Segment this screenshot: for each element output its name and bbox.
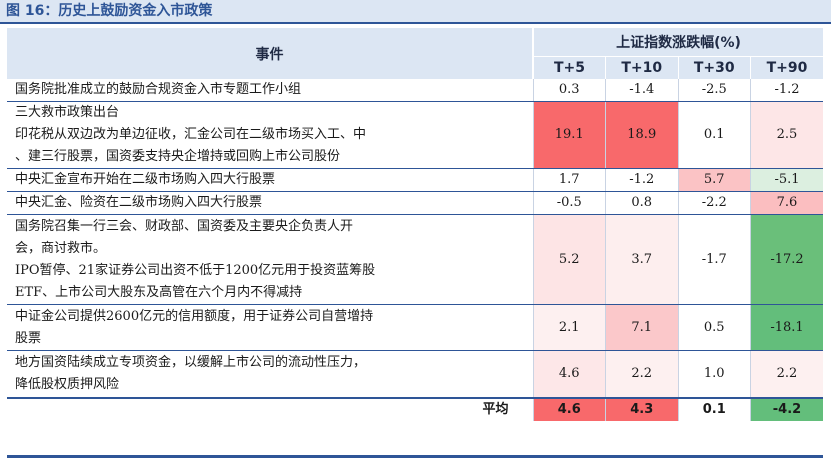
event-line: IPO暂停、21家证券公司出资不低于1200亿元用于投资蓝筹股	[15, 262, 376, 278]
value-cell: 1.7	[532, 168, 606, 192]
event-line: 地方国资陆续成立专项资金，以缓解上市公司的流动性压力，	[15, 354, 367, 370]
average-row: 平均 4.6 4.3 0.1 -4.2	[7, 396, 824, 421]
event-line: 会，商讨救市。	[15, 240, 107, 256]
value-cell: -1.2	[750, 79, 824, 102]
value-cell: 5.2	[532, 214, 606, 305]
value-cell: 0.8	[605, 191, 678, 215]
value-cell: 0.1	[677, 101, 751, 169]
table-row: 三大救市政策出台印花税从双边改为单边征收，汇金公司在二级市场买入工、中 、建三行股…	[7, 101, 824, 169]
value-cell: 5.7	[677, 168, 751, 192]
value-cell: 2.1	[532, 304, 606, 351]
event-cell: 中央汇金宣布开始在二级市场购入四大行股票	[7, 168, 533, 192]
event-line: 、建三行股票，国资委支持央企增持或回购上市公司股份	[15, 149, 341, 164]
average-value-cell: 0.1	[677, 396, 751, 421]
table-row: 中央汇金、险资在二级市场购入四大行股票 -0.5 0.8 -2.2 7.6	[7, 191, 824, 215]
event-line: 国务院召集一行三会、财政部、国资委及主要央企负责人开	[15, 218, 354, 234]
event-line: 印花税从双边改为单边征收，汇金公司在二级市场买入工、中	[15, 127, 367, 142]
value-group-header: 上证指数涨跌幅(%)	[532, 28, 824, 56]
value-cell: 3.7	[605, 214, 678, 305]
value-cell: -2.2	[677, 191, 751, 215]
table-row: 中央汇金宣布开始在二级市场购入四大行股票 1.7 -1.2 5.7 -5.1	[7, 168, 824, 192]
event-column-header: 事件	[7, 28, 534, 79]
event-line: 股票	[15, 330, 42, 346]
value-cell: -17.2	[750, 214, 824, 305]
value-cell: -0.5	[532, 191, 606, 215]
average-label: 平均	[7, 396, 533, 421]
event-line: 国务院批准成立的鼓励合规资金入市专题工作小组	[15, 82, 302, 97]
table-row: 中证金公司提供2600亿元的信用额度，用于证券公司自营增持 股票 2.1 7.1 0.5…	[7, 304, 824, 351]
value-cell: 0.3	[532, 79, 606, 102]
value-cell: -1.2	[605, 168, 678, 192]
value-cell: 2.2	[750, 350, 824, 398]
column-header-t10: T+10	[605, 55, 678, 79]
value-cell: 7.1	[605, 304, 678, 351]
value-cell: 0.5	[677, 304, 751, 351]
average-value-cell: 4.6	[532, 396, 606, 421]
figure-title: 图 16：历史上鼓励资金入市政策	[0, 0, 831, 24]
event-line: 中央汇金、险资在二级市场购入四大行股票	[15, 195, 263, 210]
column-header-t90: T+90	[750, 55, 824, 79]
value-cell: 18.9	[605, 101, 678, 169]
event-cell: 中央汇金、险资在二级市场购入四大行股票	[7, 191, 533, 215]
value-cell: -5.1	[750, 168, 824, 192]
average-value-cell: 4.3	[605, 396, 678, 421]
event-line: 中央汇金宣布开始在二级市场购入四大行股票	[15, 172, 276, 187]
value-cell: -1.4	[605, 79, 678, 102]
event-cell: 中证金公司提供2600亿元的信用额度，用于证券公司自营增持 股票	[7, 304, 533, 351]
value-cell: 7.6	[750, 191, 824, 215]
column-header-t30: T+30	[677, 55, 751, 79]
value-cell: 2.2	[605, 350, 678, 398]
table-row: 地方国资陆续成立专项资金，以缓解上市公司的流动性压力， 降低股权质押风险 4.6 2.…	[7, 350, 824, 398]
policy-table: 事件 上证指数涨跌幅(%) T+5 T+10 T+30 T+90 国务院批准成立…	[7, 28, 824, 421]
value-cell: 2.5	[750, 101, 824, 169]
value-cell: 1.0	[677, 350, 751, 398]
value-cell: 19.1	[532, 101, 606, 169]
value-cell: -2.5	[677, 79, 751, 102]
event-cell: 三大救市政策出台印花税从双边改为单边征收，汇金公司在二级市场买入工、中 、建三行股…	[7, 101, 533, 169]
value-cell: -1.7	[677, 214, 751, 305]
table-row: 国务院批准成立的鼓励合规资金入市专题工作小组 0.3 -1.4 -2.5 -1.2	[7, 79, 824, 102]
event-line: 降低股权质押风险	[15, 376, 120, 392]
event-line: 三大救市政策出台	[15, 105, 120, 120]
bottom-rule	[7, 455, 823, 458]
event-line: ETF、上市公司大股东及高管在六个月内不得减持	[15, 284, 303, 300]
event-cell: 国务院召集一行三会、财政部、国资委及主要央企负责人开 会，商讨救市。 IPO暂停、2…	[7, 214, 533, 305]
table-row: 国务院召集一行三会、财政部、国资委及主要央企负责人开 会，商讨救市。 IPO暂停、2…	[7, 214, 824, 305]
value-cell: 4.6	[532, 350, 606, 398]
event-cell: 地方国资陆续成立专项资金，以缓解上市公司的流动性压力， 降低股权质押风险	[7, 350, 533, 398]
column-header-t5: T+5	[533, 55, 606, 79]
average-value-cell: -4.2	[750, 396, 824, 421]
event-line: 中证金公司提供2600亿元的信用额度，用于证券公司自营增持	[15, 308, 374, 324]
value-cell: -18.1	[750, 304, 824, 351]
event-cell: 国务院批准成立的鼓励合规资金入市专题工作小组	[7, 79, 533, 102]
